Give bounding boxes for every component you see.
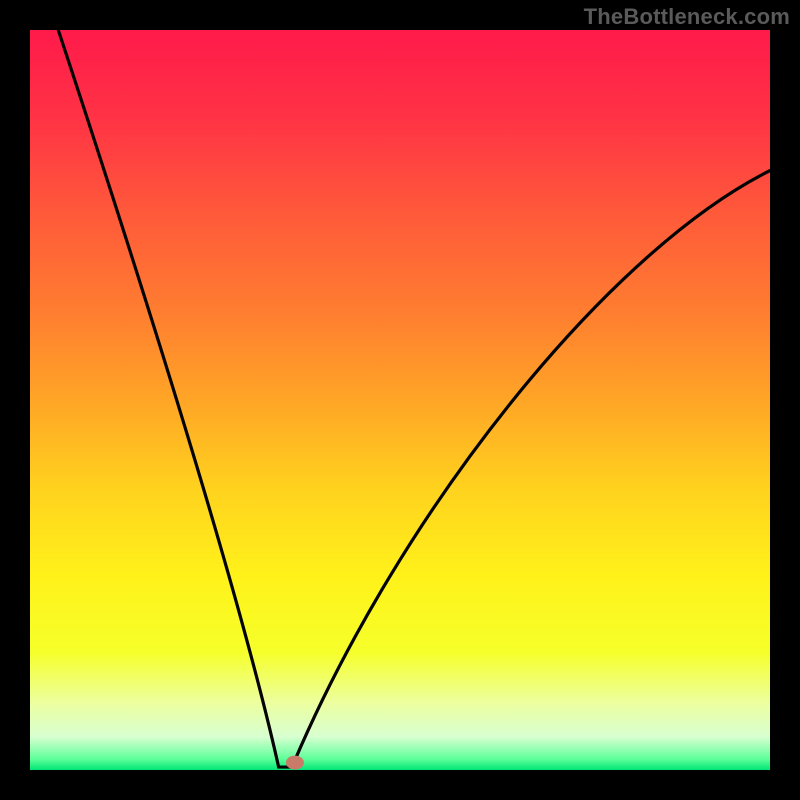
watermark-text: TheBottleneck.com <box>584 4 790 30</box>
bottleneck-chart <box>0 0 800 800</box>
figure-root: TheBottleneck.com <box>0 0 800 800</box>
plot-background-gradient <box>30 30 770 770</box>
optimum-marker <box>286 756 304 770</box>
